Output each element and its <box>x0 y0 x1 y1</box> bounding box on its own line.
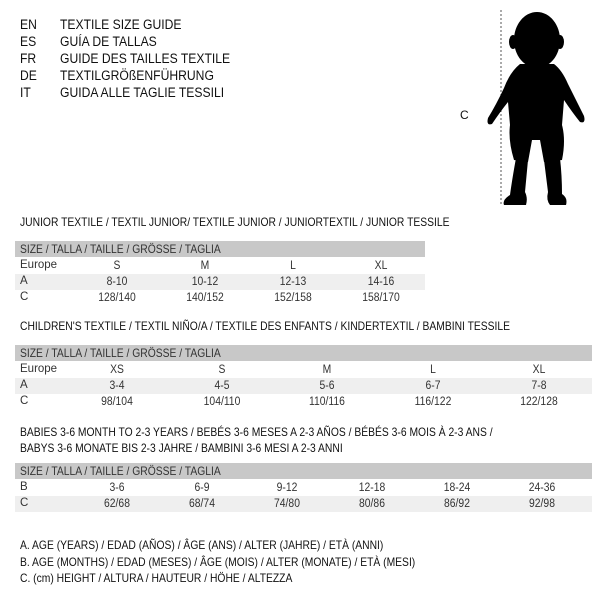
table-cell: L <box>290 260 296 272</box>
size-header-label: SIZE / TALLA / TAILLE / GRÖSSE / TAGLIA <box>20 242 221 256</box>
babies-size-header: SIZE / TALLA / TAILLE / GRÖSSE / TAGLIA <box>15 463 592 479</box>
table-cell: 7-8 <box>531 380 547 392</box>
table-cell: 140/152 <box>186 292 224 304</box>
table-cell: 10-12 <box>191 276 219 288</box>
junior-size-header: SIZE / TALLA / TAILLE / GRÖSSE / TAGLIA <box>15 241 425 257</box>
legend-item: A. AGE (YEARS) / EDAD (AÑOS) / ÂGE (ANS)… <box>20 538 384 552</box>
table-cell: 158/170 <box>362 292 400 304</box>
table-cell: 122/128 <box>520 396 558 408</box>
table-cell: 14-16 <box>367 276 395 288</box>
table-cell: 3-4 <box>109 380 125 392</box>
row-label: Europe <box>20 363 58 375</box>
table-cell: 152/158 <box>274 292 312 304</box>
language-code: EN <box>20 17 37 32</box>
height-label: C <box>460 108 469 122</box>
table-cell: 68/74 <box>189 498 215 510</box>
guide-title: TEXTILGRÖßENFÜHRUNG <box>60 68 214 83</box>
table-cell: M <box>322 364 332 376</box>
table-cell: 9-12 <box>276 482 298 494</box>
table-cell: 5-6 <box>319 380 335 392</box>
table-cell: XL <box>374 260 388 272</box>
table-cell: 4-5 <box>214 380 230 392</box>
language-code: FR <box>20 51 37 66</box>
row-label: C <box>20 395 29 407</box>
table-cell: 12-13 <box>279 276 307 288</box>
table-cell: 62/68 <box>104 498 130 510</box>
language-code: DE <box>20 68 37 83</box>
legend-item: C. (cm) HEIGHT / ALTURA / HAUTEUR / HÖHE… <box>20 571 293 585</box>
guide-title: GUIDA ALLE TAGLIE TESSILI <box>60 85 225 100</box>
table-row: C 62/68 68/74 74/80 80/86 86/92 92/98 <box>15 496 592 512</box>
table-cell: XS <box>110 364 124 376</box>
table-row: A 8-10 10-12 12-13 14-16 <box>15 274 425 290</box>
children-title: CHILDREN'S TEXTILE / TEXTIL NIÑO/A / TEX… <box>20 319 511 333</box>
guide-title: GUÍA DE TALLAS <box>60 34 157 49</box>
table-cell: S <box>113 260 121 272</box>
table-cell: 8-10 <box>106 276 128 288</box>
table-cell: 104/110 <box>203 396 241 408</box>
table-row: A 3-4 4-5 5-6 6-7 7-8 <box>15 378 592 394</box>
baby-silhouette-icon <box>487 10 585 205</box>
language-code: IT <box>20 85 31 100</box>
table-cell: XL <box>532 364 546 376</box>
babies-title-line2: BABYS 3-6 MONATE BIS 2-3 JAHRE / BAMBINI… <box>20 441 343 455</box>
table-cell: 6-7 <box>425 380 441 392</box>
table-cell: 98/104 <box>101 396 133 408</box>
table-cell: L <box>430 364 436 376</box>
legend-item: B. AGE (MONTHS) / EDAD (MESES) / ÂGE (MO… <box>20 555 416 569</box>
junior-title: JUNIOR TEXTILE / TEXTIL JUNIOR/ TEXTILE … <box>20 215 450 229</box>
guide-title: TEXTILE SIZE GUIDE <box>60 17 182 32</box>
row-label: C <box>20 291 29 303</box>
row-label: A <box>20 275 28 287</box>
table-cell: S <box>218 364 226 376</box>
size-header-label: SIZE / TALLA / TAILLE / GRÖSSE / TAGLIA <box>20 464 221 478</box>
table-cell: M <box>200 260 210 272</box>
table-row: Europe S M L XL <box>15 258 425 274</box>
table-cell: 110/116 <box>309 396 345 408</box>
table-row: C 128/140 140/152 152/158 158/170 <box>15 290 425 306</box>
guide-title: GUIDE DES TAILLES TEXTILE <box>60 51 231 66</box>
table-row: Europe XS S M L XL <box>15 362 592 378</box>
table-cell: 6-9 <box>194 482 210 494</box>
table-cell: 3-6 <box>109 482 125 494</box>
table-cell: 18-24 <box>443 482 471 494</box>
table-cell: 80/86 <box>359 498 385 510</box>
children-size-header: SIZE / TALLA / TAILLE / GRÖSSE / TAGLIA <box>15 345 592 361</box>
row-label: Europe <box>20 259 58 271</box>
table-cell: 128/140 <box>98 292 136 304</box>
size-header-label: SIZE / TALLA / TAILLE / GRÖSSE / TAGLIA <box>20 346 221 360</box>
table-row: B 3-6 6-9 9-12 12-18 18-24 24-36 <box>15 480 592 496</box>
table-row: C 98/104 104/110 110/116 116/122 122/128 <box>15 394 592 410</box>
table-cell: 86/92 <box>444 498 470 510</box>
table-cell: 12-18 <box>358 482 386 494</box>
row-label: C <box>20 497 29 509</box>
row-label: A <box>20 379 28 391</box>
babies-title-line1: BABIES 3-6 MONTH TO 2-3 YEARS / BEBÉS 3-… <box>20 425 493 439</box>
table-cell: 24-36 <box>528 482 556 494</box>
table-cell: 74/80 <box>274 498 300 510</box>
row-label: B <box>20 481 28 493</box>
language-code: ES <box>20 34 37 49</box>
table-cell: 92/98 <box>529 498 555 510</box>
table-cell: 116/122 <box>414 396 452 408</box>
